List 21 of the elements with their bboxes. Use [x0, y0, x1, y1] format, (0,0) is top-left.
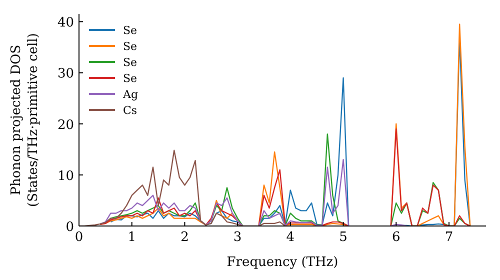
- x-tick-label: 7: [444, 230, 454, 245]
- y-tick-label: 10: [57, 168, 74, 184]
- legend-label: Cs: [123, 104, 138, 116]
- legend-label: Ag: [123, 88, 138, 100]
- x-tick-label: 5: [339, 230, 348, 245]
- y-tick-label: 40: [57, 16, 74, 31]
- x-tick-label: 0: [74, 230, 84, 245]
- y-tick-label: 30: [57, 66, 74, 82]
- x-tick-label: 3: [233, 230, 242, 245]
- y-tick-label: 0: [66, 220, 74, 235]
- legend-label: Se: [123, 72, 138, 84]
- x-tick-label: 2: [180, 230, 189, 245]
- x-tick-label: 4: [286, 230, 295, 245]
- y-tick-label: 20: [57, 118, 74, 133]
- legend-label: Se: [123, 56, 138, 68]
- x-axis-title: Frequency (THz): [226, 255, 338, 270]
- legend-label: Se: [123, 24, 138, 36]
- legend-label: Se: [123, 40, 138, 52]
- y-axis-title: Phonon projected DOS (States/THz·primitive cell): [9, 32, 41, 208]
- x-tick-label: 1: [128, 230, 136, 245]
- x-tick-label: 6: [392, 230, 400, 245]
